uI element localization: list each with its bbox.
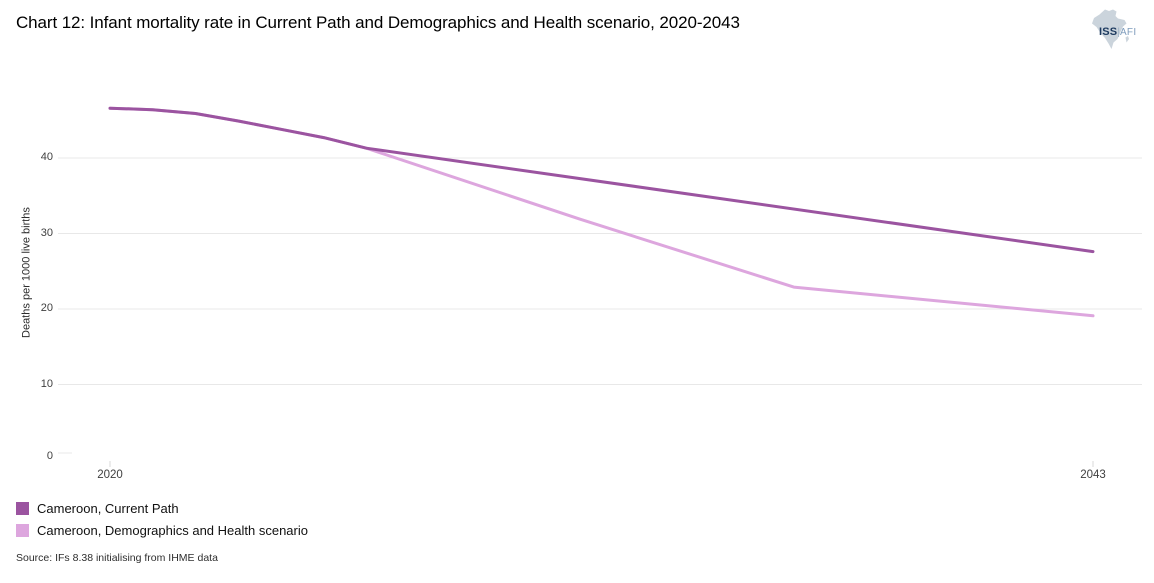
legend-swatch-dh-scenario [16, 523, 29, 537]
legend-swatch-current-path [16, 501, 29, 515]
chart-legend: Cameroon, Current Path Cameroon, Demogra… [16, 501, 308, 545]
logo-iss-label: ISS [1099, 26, 1118, 38]
africa-map-icon [1092, 9, 1129, 49]
current-path-line [108, 106, 1095, 254]
logo-separator: | [1117, 27, 1120, 38]
legend-label-dh-scenario: Cameroon, Demographics and Health scenar… [37, 522, 308, 538]
y-axis-title: Deaths per 1000 live births [20, 207, 33, 338]
y-tick-20: 20 [40, 302, 53, 314]
x-tick-2020: 2020 [97, 469, 123, 481]
y-tick-40: 40 [40, 151, 53, 163]
y-tick-30: 30 [40, 227, 53, 239]
legend-item-current-path: Cameroon, Current Path [16, 500, 308, 516]
y-tick-10: 10 [40, 378, 53, 390]
logo-text: ISS|AFI [1099, 26, 1137, 39]
iss-afi-logo: ISS|AFI [1088, 8, 1138, 56]
logo-afi-label: AFI [1119, 27, 1137, 38]
dh-scenario-line [108, 106, 1095, 318]
x-tick-2043: 2043 [1080, 469, 1106, 481]
legend-item-dh-scenario: Cameroon, Demographics and Health scenar… [16, 522, 308, 538]
y-tick-0: 0 [46, 450, 53, 462]
source-note: Source: IFs 8.38 initialising from IHME … [16, 552, 218, 564]
legend-label-current-path: Cameroon, Current Path [37, 500, 179, 516]
chart-title: Chart 12: Infant mortality rate in Curre… [16, 13, 740, 32]
